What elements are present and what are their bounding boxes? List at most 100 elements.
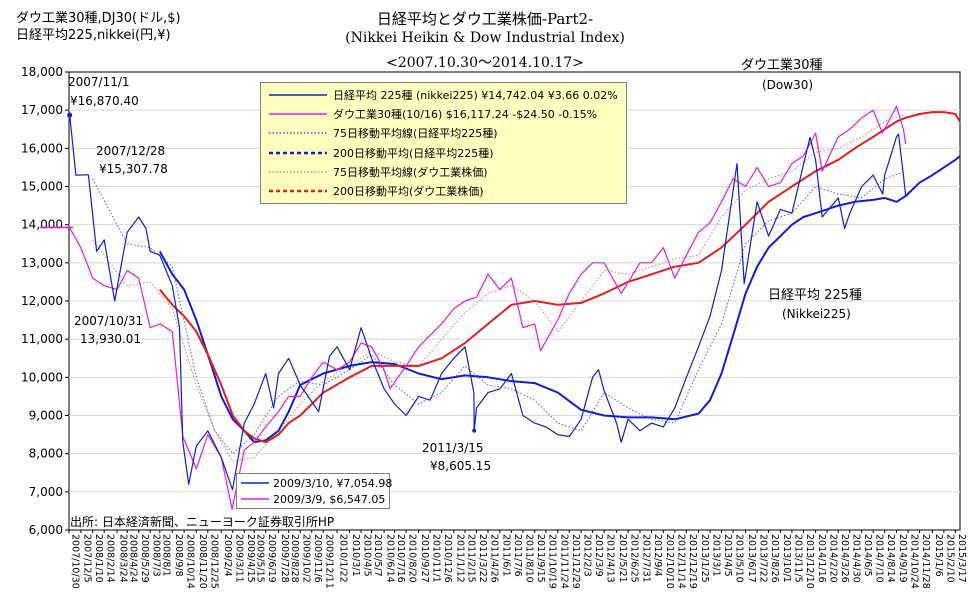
x-tick-label: 2008/3/24: [118, 534, 129, 583]
x-tick-label: 2012/11/14: [675, 534, 686, 589]
label-dow30: ダウ工業30種: [741, 58, 823, 73]
x-tick-label: 2013/4/5: [722, 534, 733, 577]
x-tick-label: 2011/3/22: [477, 534, 488, 583]
y-tick-label: 10,000: [21, 370, 63, 384]
x-tick-label: 2009/12/11: [324, 534, 335, 589]
annotation-quake-date: 2011/3/15: [422, 441, 484, 455]
y-tick-label: 17,000: [21, 103, 63, 117]
x-tick-label: 2010/12/6: [442, 534, 453, 583]
label-dow30-en: (Dow30): [762, 78, 814, 92]
x-tick-label: 2011/7/6: [512, 534, 523, 577]
lows-legend-label: 2009/3/10, ¥7,054.98: [273, 476, 393, 490]
x-tick-label: 2010/3/1: [350, 534, 361, 577]
label-nikkei225-en: (Nikkei225): [782, 307, 851, 321]
x-tick-label: 2014/4/30: [850, 534, 861, 583]
annotation-nikkei-high-value: ¥16,870.40: [70, 94, 139, 108]
x-tick-label: 2012/9/4: [652, 534, 663, 577]
legend-item: 200日移動平均(日経平均225種): [267, 144, 494, 162]
x-tick-label: 2009/10/2: [301, 534, 312, 583]
x-tick-label: 2011/12/29: [570, 534, 581, 589]
x-tick-label: 2013/1/25: [699, 534, 710, 583]
x-tick-label: 2008/7/3: [151, 534, 162, 577]
y-axis: 6,000 7,000 8,000 9,000 10,000 11,000 12,000 13…: [21, 65, 69, 537]
x-tick-label: 2014/8/14: [885, 534, 896, 583]
lows-legend: 2009/3/10, ¥7,054.98 2009/3/9, $6,547.05: [236, 473, 393, 509]
y-tick-label: 8,000: [29, 447, 63, 461]
x-tick-label: 2015/1/6: [933, 534, 944, 577]
y-tick-label: 16,000: [21, 141, 63, 155]
legend-swatch: [269, 189, 327, 193]
x-tick-label: 2009/11/6: [312, 534, 323, 583]
x-tick-label: 2011/8/10: [523, 534, 534, 583]
x-tick-label: 2011/1/12: [454, 534, 465, 583]
x-tick-label: 2013/6/17: [746, 534, 757, 583]
unit-nikkei: 日経平均225,nikkei(円,¥): [16, 28, 171, 43]
series-line-3: [158, 155, 961, 444]
x-tick-label: 2009/2/4: [222, 534, 233, 577]
x-tick-label: 2010/7/16: [395, 534, 406, 583]
x-tick-label: 2015/2/10: [944, 534, 955, 583]
x-tick-label: 2014/3/26: [839, 534, 850, 583]
y-tick-label: 7,000: [29, 485, 63, 499]
x-tick-label: 2011/6/1: [500, 534, 511, 577]
legend-label: ダウ工業30種(10/16) $16,117.24 -$24.50 -0.15%: [333, 108, 598, 122]
x-tick-label: 2007/12/5: [81, 534, 92, 583]
lows-legend-swatch: [241, 498, 269, 500]
x-tick-label: 2010/11/1: [431, 534, 442, 583]
lows-legend-label: 2009/3/9, $6,547.05: [273, 492, 386, 506]
x-tick-label: 2013/10/1: [781, 534, 792, 583]
x-tick-label: 2010/1/22: [338, 534, 349, 583]
x-tick-label: 2013/11/5: [792, 534, 803, 583]
x-tick-label: 2008/9/8: [173, 534, 184, 577]
series-line-0: [68, 114, 907, 491]
x-tick-label: 2011/11/24: [558, 534, 569, 589]
series-group: [68, 105, 961, 510]
x-tick-label: 2011/10/19: [546, 534, 557, 589]
annotation-quake-value: ¥8,605.15: [430, 459, 492, 473]
source-note: 出所: 日本経済新聞、ニューヨーク証券取引所HP: [70, 515, 335, 529]
x-tick-label: 2012/7/31: [640, 534, 651, 583]
unit-dow: ダウ工業30種,DJ30(ドル,$): [16, 11, 181, 26]
legend-item: 75日移動平均線(日経平均225種): [267, 124, 498, 142]
x-tick-label: 2014/11/28: [920, 534, 931, 589]
marker-group: [40, 112, 477, 433]
series-line-5: [159, 111, 961, 444]
x-tick-label: 2013/12/10: [804, 534, 815, 589]
x-tick-label: 2013/7/22: [758, 534, 769, 583]
x-tick-label: 2008/2/14: [105, 534, 116, 583]
y-tick-label: 9,000: [29, 409, 63, 423]
marker-nikkei-high: [67, 112, 73, 118]
x-tick-label: 2014/2/20: [828, 534, 839, 583]
x-tick-label: 2010/5/7: [372, 534, 383, 577]
y-tick-label: 11,000: [21, 332, 63, 346]
x-tick-label: 2009/7/28: [279, 534, 290, 583]
series-line-4: [92, 113, 906, 462]
x-tick-label: 2008/1/10: [93, 534, 104, 583]
y-tick-label: 15,000: [21, 180, 63, 194]
x-tick-label: 2008/4/24: [128, 534, 139, 583]
x-tick-label: 2013/3/1: [711, 534, 722, 577]
legend-swatch: [269, 113, 327, 115]
x-axis: 2007/10/30 2007/12/5 2008/1/10 2008/2/14 200…: [68, 530, 967, 589]
legend-label: 200日移動平均(日経平均225種): [333, 146, 494, 160]
legend-item: 日経平均 225種 (nikkei225) ¥14,742.04 ¥3.66 0…: [267, 86, 618, 104]
x-tick-label: 2012/2/3: [582, 534, 593, 577]
y-tick-label: 18,000: [21, 65, 63, 79]
marker-quake: [472, 428, 477, 433]
annotation-nikkei-dec-date: 2007/12/28: [96, 144, 166, 158]
legend-label: 75日移動平均線(ダウ工業株価): [333, 165, 488, 179]
lows-legend-swatch: [241, 482, 269, 484]
x-tick-label: 2011/2/15: [466, 534, 477, 583]
x-tick-label: 2012/3/9: [593, 534, 604, 577]
legend-item: ダウ工業30種(10/16) $16,117.24 -$24.50 -0.15%: [267, 105, 597, 123]
x-tick-label: 2009/8/28: [289, 534, 300, 583]
x-tick-label: 2011/4/26: [489, 534, 500, 583]
annotation-nikkei-dec-value: ¥15,307.78: [99, 162, 168, 176]
x-tick-label: 2009/6/19: [266, 534, 277, 583]
x-tick-label: 2008/5/29: [139, 534, 150, 583]
x-tick-label: 2010/9/27: [419, 534, 430, 583]
x-tick-label: 2015/3/17: [956, 534, 967, 583]
y-tick-label: 12,000: [21, 294, 63, 308]
chart-title: 日経平均とダウ工業株価-Part2-: [376, 10, 594, 28]
